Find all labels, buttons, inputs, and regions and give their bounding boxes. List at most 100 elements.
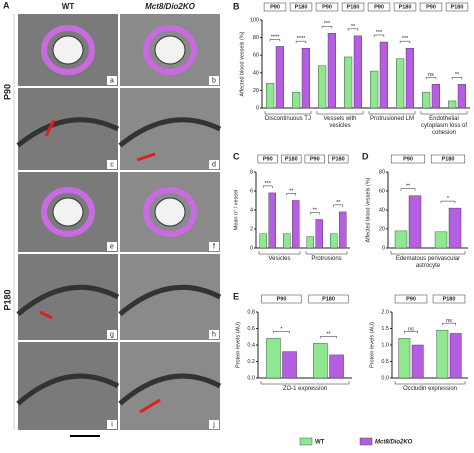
column-header: WT bbox=[62, 2, 75, 11]
image-letter: h bbox=[212, 331, 216, 338]
significance-bracket bbox=[373, 34, 385, 37]
arrow bbox=[136, 152, 156, 162]
category-box bbox=[367, 2, 391, 12]
bar bbox=[313, 343, 328, 379]
column-header: Mct8/Dio2KO bbox=[145, 2, 196, 11]
significance-bracket bbox=[286, 193, 297, 196]
bar bbox=[431, 84, 441, 109]
image-letter: e bbox=[110, 243, 114, 250]
panel-letter: A bbox=[3, 0, 10, 10]
membrane bbox=[118, 373, 222, 406]
panel-letter: E bbox=[233, 291, 239, 301]
y-tick-label: 40 bbox=[253, 70, 259, 76]
category-box bbox=[257, 154, 278, 164]
significance-label: ** bbox=[351, 24, 356, 30]
significance-bracket bbox=[399, 40, 411, 44]
y-tick-label: 0.0 bbox=[247, 375, 255, 381]
bar bbox=[301, 47, 311, 109]
vessel-lumen bbox=[154, 35, 186, 65]
membrane bbox=[16, 117, 120, 148]
bar bbox=[329, 354, 344, 379]
group-label: Protrusioned LM bbox=[369, 116, 415, 122]
significance-label: ** bbox=[326, 331, 331, 337]
y-tick-label: 2.0 bbox=[381, 309, 389, 315]
significance-label: ** bbox=[289, 188, 294, 194]
category-box bbox=[289, 2, 313, 12]
y-tick-label: 0.4 bbox=[247, 342, 255, 348]
category-box bbox=[430, 154, 466, 164]
bar bbox=[315, 219, 324, 249]
significance-bracket bbox=[425, 76, 437, 80]
arrow bbox=[139, 398, 161, 414]
legend-label: Mct8/Dio2KO bbox=[375, 440, 413, 446]
bar bbox=[306, 236, 314, 249]
category-box bbox=[341, 2, 365, 12]
y-tick-label: 40 bbox=[379, 207, 385, 213]
y-tick-label: 0.2 bbox=[247, 359, 255, 365]
y-axis-label: Protein levels (AU) bbox=[369, 322, 375, 368]
group-bracket bbox=[258, 251, 301, 255]
category-label: P180 bbox=[285, 156, 298, 162]
micrograph bbox=[120, 342, 220, 430]
group-label: Occludin expression bbox=[402, 386, 458, 392]
group-bracket bbox=[305, 251, 348, 255]
category-box bbox=[432, 294, 466, 304]
y-tick-label: 0 bbox=[382, 245, 385, 251]
y-tick-label: 100 bbox=[250, 17, 259, 23]
category-label: P180 bbox=[451, 4, 464, 10]
y-tick-label: 80 bbox=[379, 169, 385, 175]
legend-swatch bbox=[359, 437, 373, 446]
category-box bbox=[419, 2, 443, 12]
membrane bbox=[118, 284, 222, 317]
significance-label: * bbox=[447, 196, 450, 202]
category-box bbox=[308, 294, 349, 304]
image-letter-box bbox=[107, 242, 117, 251]
y-axis-label: Protein levels (AU) bbox=[235, 322, 241, 368]
bar bbox=[422, 91, 431, 109]
category-label: P180 bbox=[332, 156, 345, 162]
category-box bbox=[261, 294, 302, 304]
image-letter-box bbox=[107, 76, 117, 85]
group-label: ZO-1 expression bbox=[282, 386, 328, 392]
image-letter-box bbox=[209, 76, 219, 85]
bar bbox=[408, 195, 422, 249]
significance-bracket bbox=[440, 200, 456, 204]
y-tick-label: 1.0 bbox=[381, 342, 389, 348]
image-letter: b bbox=[212, 77, 216, 84]
significance-bracket bbox=[333, 204, 344, 207]
image-letter-box bbox=[107, 160, 117, 169]
panel-letter: D bbox=[362, 151, 369, 161]
vessel-outline bbox=[41, 187, 95, 237]
category-label: P90 bbox=[426, 4, 436, 10]
bar bbox=[394, 230, 408, 249]
significance-label: *** bbox=[324, 21, 331, 27]
y-tick-label: 8 bbox=[250, 169, 253, 175]
image-letter-box bbox=[209, 242, 219, 251]
image-letter: d bbox=[212, 161, 216, 168]
y-tick-label: 6 bbox=[250, 188, 253, 194]
legend-label: WT bbox=[315, 440, 325, 446]
significance-label: **** bbox=[297, 36, 306, 42]
image-letter: j bbox=[212, 421, 215, 428]
legend-swatch bbox=[299, 437, 313, 446]
category-label: P180 bbox=[322, 296, 335, 302]
row-label: P180 bbox=[2, 289, 12, 310]
y-tick-label: 80 bbox=[253, 35, 259, 41]
category-label: P90 bbox=[406, 296, 416, 302]
bar bbox=[318, 65, 327, 109]
bar bbox=[266, 83, 275, 109]
micrograph bbox=[120, 254, 220, 340]
y-axis-label: Mean n° / vessel bbox=[233, 190, 239, 231]
group-label: Protrusions bbox=[311, 256, 342, 262]
y-tick-label: 4 bbox=[250, 207, 253, 213]
membrane bbox=[16, 284, 120, 317]
micrograph bbox=[18, 88, 118, 170]
vessel-outline bbox=[41, 25, 95, 75]
y-tick-label: 0.5 bbox=[381, 359, 389, 365]
bar bbox=[379, 41, 389, 109]
bar bbox=[292, 91, 301, 109]
bar bbox=[405, 47, 415, 109]
y-tick-label: 0 bbox=[250, 245, 253, 251]
category-box bbox=[394, 294, 428, 304]
